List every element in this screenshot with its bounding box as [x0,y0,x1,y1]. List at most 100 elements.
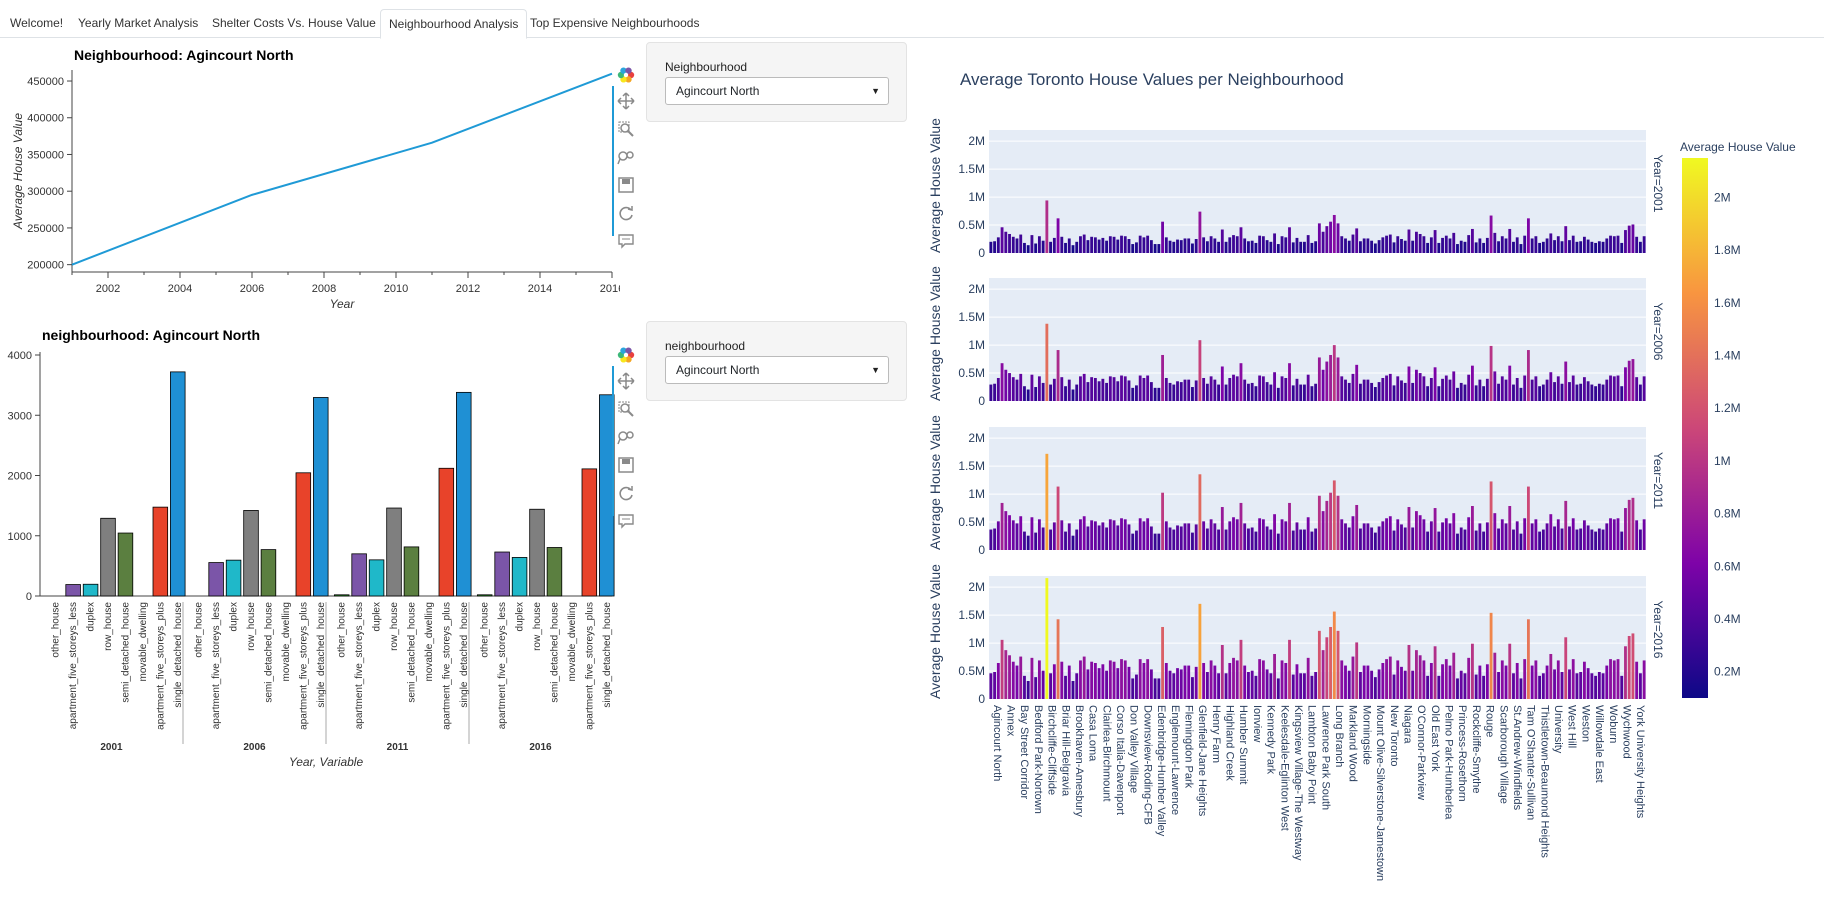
facet-bar [1243,238,1247,253]
facet-bar [1515,521,1519,550]
facet-bar [1306,657,1310,699]
y-tick-label: 350000 [27,149,64,161]
facet-bar [1288,639,1291,699]
facet-bar [1452,652,1456,699]
tab-shelter-costs[interactable]: Shelter Costs Vs. House Value [212,16,376,30]
hover-icon[interactable] [617,512,635,530]
facet-bar [1116,381,1120,401]
reset-icon[interactable] [617,204,635,222]
hover-icon[interactable] [617,232,635,250]
facet-bar [1463,529,1467,550]
facet-bar [1224,529,1228,550]
facet-bar [1265,526,1269,550]
facet-bar [1093,377,1097,401]
pan-icon[interactable] [617,92,635,110]
facet-bar [1579,383,1583,401]
facet-bar [1638,529,1642,550]
save-icon[interactable] [617,456,635,474]
facet-bar [1034,677,1038,699]
bar-single_detached_house [456,391,472,597]
box-zoom-icon[interactable] [617,400,635,418]
facet-bar [1332,480,1336,550]
tab-top-expensive-neighbourhoods[interactable]: Top Expensive Neighbourhoods [530,16,700,30]
facet-year-label: Year=2006 [1651,303,1665,361]
facet-bar [1288,363,1291,401]
facet-bar [1064,386,1067,401]
facet-bar [1344,523,1347,550]
facet-year-label: Year=2011 [1651,452,1665,509]
facet-bar [1052,378,1056,401]
wheel-zoom-icon[interactable] [617,428,635,446]
save-icon[interactable] [617,176,635,194]
x-tick-label: other_house [194,602,205,658]
facet-bar [1079,376,1082,401]
facet-bar [1276,678,1280,699]
facet-bar [1183,523,1187,550]
facet-bar [1004,369,1008,401]
facet-bar [1411,240,1415,253]
wheel-zoom-icon[interactable] [617,148,635,166]
tab-neighbourhood-analysis[interactable]: Neighbourhood Analysis [380,9,528,39]
bar-row_house [386,507,402,597]
facet-bar [1056,486,1060,550]
facet-bar [1321,511,1325,550]
facet-bar [1105,527,1109,550]
facet-bar [1187,379,1191,401]
facet-bar [1176,668,1179,699]
neighbourhood-select[interactable]: Agincourt North ▼ [665,77,889,105]
facet-bar [1571,659,1575,699]
facet-bar [1638,673,1642,699]
facet-bar [1220,644,1224,699]
dwelling-bar-chart[interactable]: neighbourhood: Agincourt North 0 1000 2000 3… [0,322,620,772]
facet-bar [1351,234,1355,253]
facet-bar [1474,385,1478,401]
facet-bar [1392,674,1396,699]
facet-bar [1135,385,1138,401]
facet-bar [1120,518,1123,550]
facet-bar [1429,662,1433,699]
facet-bar [1299,241,1303,253]
facet-bar [1235,376,1239,401]
facet-bar [1400,524,1403,550]
colorbar-tick-label: 1.4M [1714,349,1741,363]
facet-bar [1000,363,1004,401]
facet-bar [1373,387,1377,401]
facet-bar [1601,529,1605,550]
tab-welcome[interactable]: Welcome! [10,16,64,30]
facet-bar [1489,345,1493,401]
neighbourhood-select-lower[interactable]: Agincourt North ▼ [665,356,889,384]
facet-bar [1512,241,1515,253]
bokeh-logo-icon[interactable] [617,346,635,364]
facet-bar [1523,235,1527,253]
facet-bar [1474,530,1478,550]
reset-icon[interactable] [617,484,635,502]
x-tick-label: Edenbridge-Humber Valley [1155,705,1167,837]
facet-bar [1303,529,1306,550]
pan-icon[interactable] [617,372,635,390]
neighbourhood-facet-chart[interactable]: Average Toronto House Values per Neighbo… [922,42,1822,921]
facet-bar [1515,377,1519,401]
facet-bar [1616,518,1620,550]
bar-chart-title: neighbourhood: Agincourt North [42,327,260,343]
facet-bar [1247,671,1250,699]
facet-bar [1355,504,1359,550]
facet-bar [1135,530,1138,550]
facet-bar [1523,375,1527,401]
line-chart[interactable]: Neighbourhood: Agincourt North 200000 2500… [0,42,620,314]
box-zoom-icon[interactable] [617,120,635,138]
facet-bar [1205,383,1209,401]
facet-bar [1146,518,1150,550]
facet-bar [1112,377,1116,401]
facet-bar [1247,528,1250,550]
bokeh-logo-icon[interactable] [617,66,635,84]
facet-bar [1433,367,1437,401]
x-tick-label: duplex [515,602,526,631]
facet-bar [1493,513,1497,550]
facet-bar [1008,515,1011,550]
facet-bar [1097,525,1101,550]
facet-bar [1090,520,1094,550]
tab-yearly-market-analysis[interactable]: Yearly Market Analysis [78,16,199,30]
x-tick-label: St.Andrew-Windfields [1511,705,1523,811]
facet-bar [1295,522,1299,550]
facet-bar [1049,384,1053,401]
